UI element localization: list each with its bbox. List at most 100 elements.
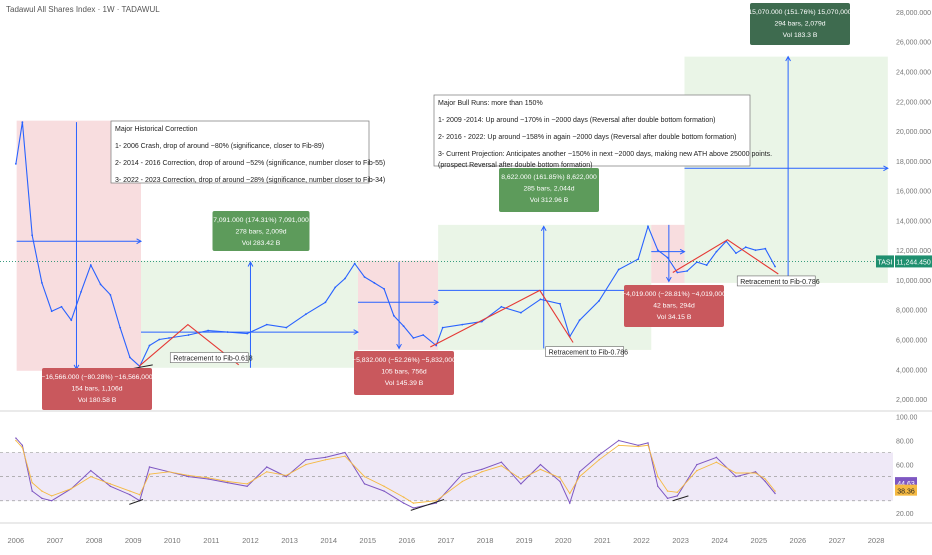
measure-corr2-v-head xyxy=(666,276,672,283)
price-point xyxy=(637,258,640,261)
rsi-ma-point xyxy=(539,468,542,471)
measure-label-text: 7,091.000 (174.31%) 7,091,000 xyxy=(213,217,309,224)
rsi-tick-label: 80.00 xyxy=(896,439,914,446)
measure-bull1-v-head xyxy=(247,261,254,267)
rsi-point xyxy=(637,444,639,447)
rsi-ma-point xyxy=(187,474,190,477)
price-point xyxy=(129,356,131,359)
measure-label-box xyxy=(42,368,152,410)
rsi-point xyxy=(305,459,307,461)
measure-label-text: 8,622.000 (161.85%) 8,622,000 xyxy=(501,174,597,181)
rsi-tick-label: 20.00 xyxy=(896,511,914,518)
price-point xyxy=(500,305,503,308)
price-point xyxy=(41,282,43,284)
price-point xyxy=(304,313,307,316)
measure-label-box xyxy=(354,351,454,395)
rsi-ma-point xyxy=(344,455,346,457)
rsi-point xyxy=(559,480,561,483)
rsi-point xyxy=(435,502,437,504)
price-point xyxy=(676,271,679,274)
price-point xyxy=(412,337,415,339)
measure-bull1-h-head xyxy=(353,329,360,335)
time-tick-label: 2016 xyxy=(399,536,416,545)
rsi-point xyxy=(129,494,131,496)
rsi-point xyxy=(500,461,503,463)
price-tick-label: 8,000.000 xyxy=(896,308,927,315)
measure-label-text: 105 bars, 756d xyxy=(381,369,427,376)
measure-proj-v-head xyxy=(785,55,791,62)
price-point xyxy=(402,325,405,328)
price-point xyxy=(334,286,337,289)
rsi-ma-point xyxy=(90,475,92,478)
rsi-ma-point xyxy=(481,471,483,473)
time-tick-label: 2007 xyxy=(47,536,64,545)
rsi-ma-point xyxy=(129,490,131,492)
time-tick-label: 2011 xyxy=(203,536,219,545)
price-point xyxy=(461,323,464,326)
symbol-badge-text: TASI xyxy=(877,259,892,266)
price-point xyxy=(353,262,356,265)
price-point xyxy=(148,344,151,347)
rsi-ma-point xyxy=(31,481,33,484)
rsi-point xyxy=(285,475,288,478)
price-point xyxy=(373,282,376,284)
price-point xyxy=(686,270,689,272)
time-tick-label: 2014 xyxy=(320,536,337,545)
rsi-ma-point xyxy=(383,485,385,487)
drawing-tools-layer xyxy=(16,55,889,371)
rsi-ma-point xyxy=(735,472,737,474)
bull-runs-note-line: 1- 2009 -2014: Up around ~170% in ~2000 … xyxy=(438,117,715,124)
price-point xyxy=(617,268,620,271)
rsi-ma-point xyxy=(266,471,268,473)
price-point xyxy=(119,326,122,329)
price-point xyxy=(754,249,757,252)
measure-label-text: Vol 312.96 B xyxy=(530,197,569,204)
measure-label-text: 294 bars, 2,079d xyxy=(774,21,825,28)
axes-layer: 28,000.000 26,000.000 24,000.000 22,000.000… xyxy=(8,10,932,545)
price-point xyxy=(344,277,346,280)
rsi-ma-point xyxy=(715,461,718,463)
rsi-point xyxy=(598,454,600,456)
rsi-ma-point xyxy=(226,480,229,483)
measure-label-text: −16,566.000 (−80.28%) −16,566,000 xyxy=(41,374,153,381)
time-tick-label: 2008 xyxy=(86,536,103,545)
measure-bull2-v-head xyxy=(540,225,547,231)
rsi-point xyxy=(90,469,92,472)
bull-runs-note-line: 3- Current Projection: Anticipates anoth… xyxy=(438,151,772,158)
rsi-ma-point xyxy=(246,483,248,485)
retracement-label: Retracement to Fib-0.786 xyxy=(549,350,628,357)
measure-label-text: Vol 283.42 B xyxy=(242,240,281,247)
rsi-ma-point xyxy=(148,473,151,475)
rsi-ma-point xyxy=(598,459,600,461)
measure-label-text: −4,019.000 (−28.81%) −4,019,000 xyxy=(622,291,726,298)
price-point xyxy=(363,276,366,278)
historical-correction-note-title: Major Historical Correction xyxy=(115,126,198,133)
price-point xyxy=(578,319,581,322)
rsi-ma-point xyxy=(754,472,757,474)
rsi-point xyxy=(207,478,209,480)
price-point xyxy=(520,311,522,314)
measure-label-text: 42 bars, 294d xyxy=(653,303,695,310)
price-point xyxy=(31,234,34,237)
measure-proj-h-head xyxy=(883,165,889,172)
price-point xyxy=(109,293,112,296)
time-tick-label: 2022 xyxy=(633,536,650,545)
price-tick-label: 26,000.000 xyxy=(896,40,931,47)
price-tick-label: 6,000.000 xyxy=(896,338,927,345)
time-tick-label: 2010 xyxy=(164,536,181,545)
time-tick-label: 2020 xyxy=(555,536,572,545)
price-point xyxy=(60,305,63,308)
rsi-ma-point xyxy=(774,490,776,492)
measure-label-box xyxy=(499,168,599,212)
rsi-point xyxy=(148,466,151,468)
zigzag-2016 xyxy=(430,289,574,348)
rsi-point xyxy=(51,500,53,502)
price-point xyxy=(705,264,708,266)
measure-label-text: 15,070.000 (151.76%) 15,070,000 xyxy=(748,9,851,16)
measure-label-text: 154 bars, 1,106d xyxy=(71,386,122,393)
rsi-ma-point xyxy=(207,477,209,479)
time-tick-label: 2028 xyxy=(868,536,885,545)
measure-corr1-v-head xyxy=(396,343,402,350)
